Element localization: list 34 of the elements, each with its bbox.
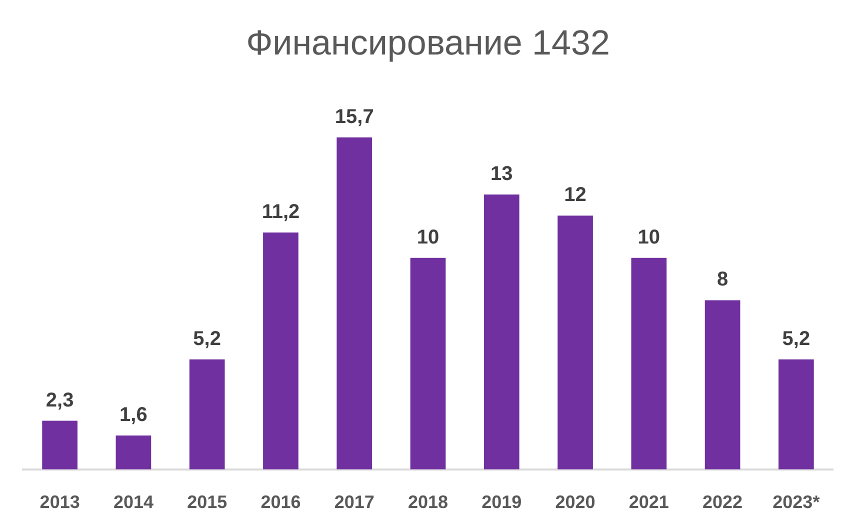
bar: [704, 300, 740, 470]
x-tick-label: 2020: [555, 492, 596, 512]
data-label: 8: [716, 268, 728, 291]
bar: [558, 216, 593, 470]
data-label: 1,6: [120, 404, 148, 426]
bar: [410, 258, 446, 470]
data-label: 2,3: [46, 389, 74, 412]
data-label: 12: [564, 184, 586, 206]
data-label: 10: [638, 226, 660, 248]
bar: [116, 436, 152, 470]
x-tick-label: 2021: [628, 492, 669, 512]
bar: [263, 232, 298, 470]
data-label: 13: [490, 162, 513, 185]
bar: [42, 420, 78, 470]
x-tick-label: 2015: [187, 492, 228, 512]
bar: [631, 258, 667, 470]
x-tick-label: 2017: [334, 492, 374, 512]
x-tick-label: 2019: [482, 492, 522, 512]
x-tick-label: 2023*: [772, 492, 820, 512]
data-label: 11,2: [262, 201, 300, 224]
chart-title: Финансирование 1432: [246, 24, 610, 63]
data-label: 5,2: [193, 328, 221, 350]
bar: [336, 137, 372, 470]
x-tick-label: 2014: [113, 492, 154, 512]
x-tick-label: 2016: [260, 492, 301, 512]
x-tick-label: 2013: [40, 492, 80, 512]
bar: [778, 359, 814, 470]
x-tick-label: 2018: [408, 492, 448, 512]
data-label: 15,7: [334, 106, 374, 128]
data-label: 10: [416, 226, 440, 248]
bar: [189, 359, 225, 470]
bar: [484, 194, 520, 470]
data-label: 5,2: [782, 328, 810, 350]
x-tick-label: 2022: [702, 492, 743, 512]
